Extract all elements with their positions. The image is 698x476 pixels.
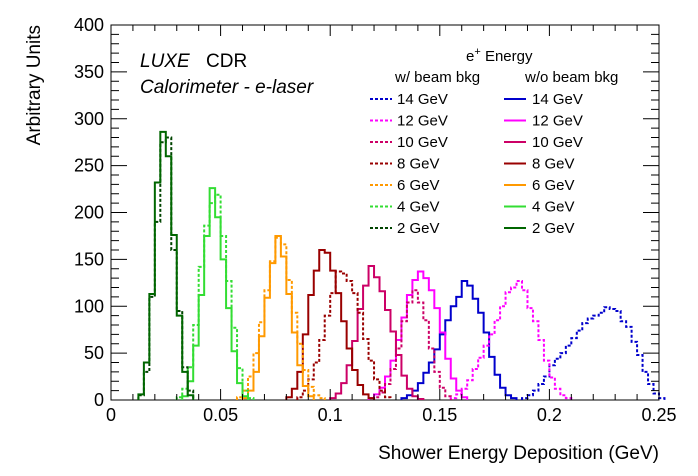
series-4-gev-with-bkg <box>175 193 255 400</box>
series-6-gev-with-bkg <box>236 236 326 400</box>
legend-label-with-bkg: 6 GeV <box>397 177 440 194</box>
legend-header-prefix: e <box>466 48 474 65</box>
y-tick-label: 200 <box>74 203 104 223</box>
legend-label-without-bkg: 4 GeV <box>532 199 575 216</box>
series-12-gev-with-bkg <box>449 279 573 400</box>
legend-col-with: w/ beam bkg <box>394 69 480 86</box>
legend-label-without-bkg: 8 GeV <box>532 156 575 173</box>
legend-label-with-bkg: 2 GeV <box>397 220 440 237</box>
legend-label-with-bkg: 8 GeV <box>397 156 440 173</box>
x-tick-label: 0.2 <box>537 405 562 425</box>
legend-label-without-bkg: 12 GeV <box>532 113 583 130</box>
y-tick-label: 100 <box>74 296 104 316</box>
legend-label-with-bkg: 14 GeV <box>397 91 448 108</box>
axis-ticks: 0 0.05 0.1 0.15 0.2 0.25 0 50 100 150 200 250 300 350… <box>74 15 677 425</box>
legend-col-without: w/o beam bkg <box>524 69 618 86</box>
series-6-gev-without-bkg <box>241 234 315 400</box>
legend-label-without-bkg: 14 GeV <box>532 91 583 108</box>
legend-label-with-bkg: 4 GeV <box>397 199 440 216</box>
x-tick-label: 0.15 <box>422 405 457 425</box>
x-tick-label: 0.1 <box>318 405 343 425</box>
legend-label-without-bkg: 6 GeV <box>532 177 575 194</box>
legend-header-superscript: + <box>474 46 480 58</box>
y-tick-label: 350 <box>74 62 104 82</box>
y-tick-label: 150 <box>74 249 104 269</box>
series-10-gev-with-bkg <box>373 289 452 400</box>
series-14-gev-without-bkg <box>400 279 518 400</box>
legend-label-without-bkg: 10 GeV <box>532 134 583 151</box>
series-8-gev-with-bkg <box>296 270 392 400</box>
series-8-gev-without-bkg <box>285 249 376 400</box>
legend-label-without-bkg: 2 GeV <box>532 220 575 237</box>
series-10-gev-without-bkg <box>329 264 425 401</box>
series-2-gev-without-bkg <box>137 130 195 400</box>
series-layer <box>137 130 666 401</box>
x-tick-label: 0.05 <box>203 405 238 425</box>
series-4-gev-without-bkg <box>181 187 249 400</box>
cdr-label: CDR <box>206 51 247 72</box>
y-tick-label: 300 <box>74 109 104 129</box>
subtitle-label: Calorimeter - e-laser <box>140 77 314 98</box>
x-tick-label: 0 <box>106 405 116 425</box>
y-tick-label: 0 <box>94 390 104 410</box>
legend-header: e+ Energy <box>466 46 533 65</box>
series-2-gev-with-bkg <box>137 136 195 400</box>
x-tick-label: 0.25 <box>641 405 676 425</box>
legend-label-with-bkg: 12 GeV <box>397 113 448 130</box>
luxe-label: LUXE <box>140 51 190 72</box>
y-axis-title: Arbitrary Units <box>24 25 45 145</box>
legend-rows: 14 GeV 12 GeV 10 GeV 8 GeV 6 GeV 4 GeV 2 GeV 14… <box>370 91 583 237</box>
y-tick-label: 50 <box>84 343 104 363</box>
legend-label-with-bkg: 10 GeV <box>397 134 448 151</box>
y-tick-label: 250 <box>74 156 104 176</box>
legend-header-suffix: Energy <box>481 48 533 65</box>
x-axis-title: Shower Energy Deposition (GeV) <box>378 443 659 464</box>
legend: e+ Energy w/ beam bkg w/o beam bkg 14 Ge… <box>370 46 618 237</box>
y-tick-label: 400 <box>74 15 104 35</box>
